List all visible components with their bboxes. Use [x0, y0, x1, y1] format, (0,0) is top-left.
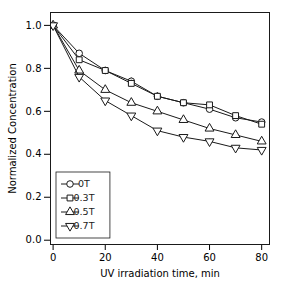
svg-text:0.8: 0.8: [26, 63, 42, 74]
svg-text:80: 80: [255, 252, 268, 263]
svg-text:1.0: 1.0: [26, 20, 42, 31]
svg-text:0.5T: 0.5T: [74, 206, 95, 217]
svg-text:0.2: 0.2: [26, 191, 42, 202]
svg-text:40: 40: [151, 252, 164, 263]
svg-text:0.6: 0.6: [26, 106, 42, 117]
svg-text:0: 0: [50, 252, 56, 263]
svg-text:0.0: 0.0: [26, 234, 42, 245]
svg-text:60: 60: [203, 252, 216, 263]
svg-text:20: 20: [99, 252, 112, 263]
svg-text:0.4: 0.4: [26, 148, 42, 159]
svg-text:0.7T: 0.7T: [74, 220, 95, 231]
svg-text:UV irradiation time, min: UV irradiation time, min: [100, 268, 220, 279]
svg-text:0.3T: 0.3T: [74, 192, 95, 203]
svg-text:Normalized Concentration: Normalized Concentration: [7, 63, 18, 194]
svg-text:0T: 0T: [78, 178, 90, 189]
